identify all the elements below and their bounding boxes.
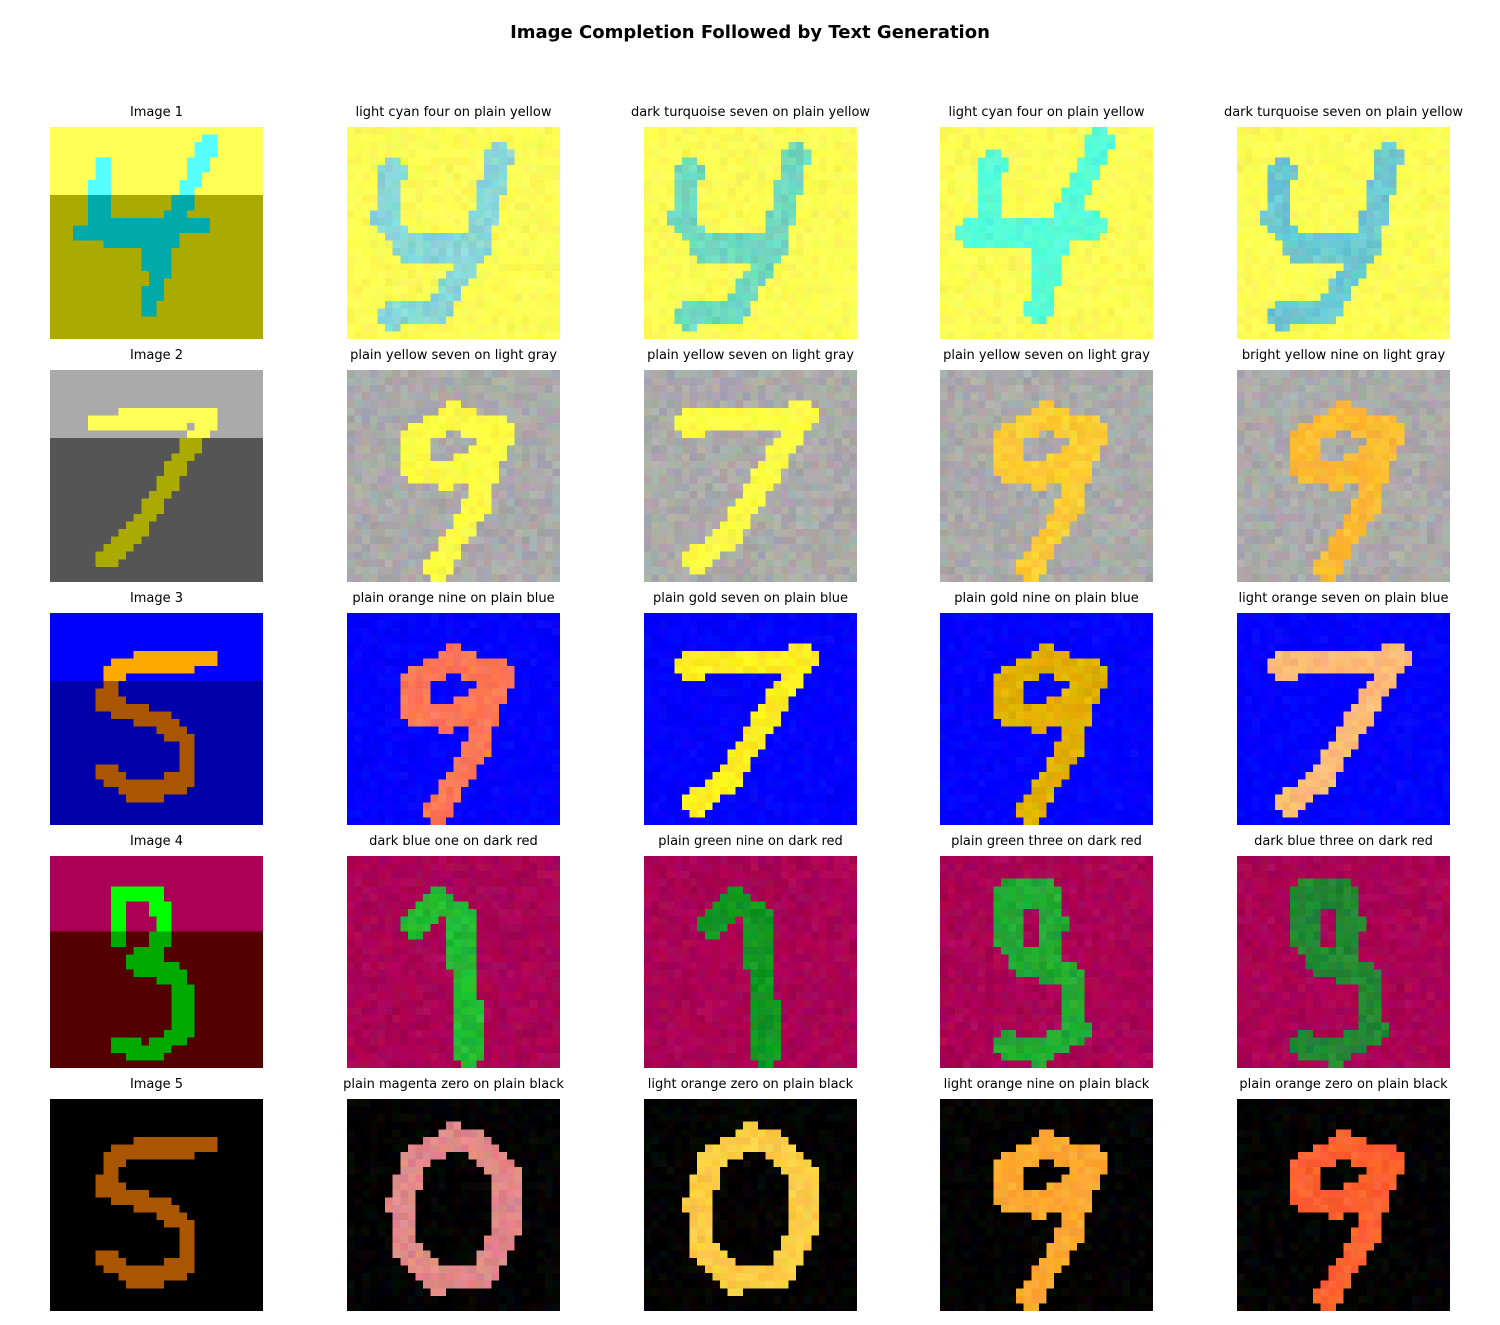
- completed-image: [940, 370, 1153, 582]
- input-image: [50, 370, 263, 582]
- completed-image: [644, 613, 857, 825]
- figure-title: Image Completion Followed by Text Genera…: [510, 22, 990, 43]
- generated-caption: plain yellow seven on light gray: [943, 348, 1150, 363]
- generated-caption: plain orange nine on plain blue: [352, 591, 555, 606]
- completed-image: [1237, 613, 1450, 825]
- completed-image: [347, 856, 560, 1068]
- completed-image: [1237, 127, 1450, 339]
- generated-caption: dark blue one on dark red: [369, 834, 538, 849]
- completed-image: [940, 856, 1153, 1068]
- completed-image: [644, 370, 857, 582]
- input-image-label: Image 2: [129, 348, 184, 363]
- generated-caption: plain gold nine on plain blue: [954, 591, 1139, 606]
- completed-image: [1237, 1099, 1450, 1311]
- generated-caption: light cyan four on plain yellow: [355, 105, 552, 120]
- input-image-label: Image 1: [129, 105, 184, 120]
- completed-image: [1237, 856, 1450, 1068]
- completed-image: [644, 1099, 857, 1311]
- generated-caption: plain magenta zero on plain black: [343, 1077, 564, 1092]
- generated-caption: plain yellow seven on light gray: [350, 348, 557, 363]
- generated-caption: plain green nine on dark red: [658, 834, 843, 849]
- input-image-label: Image 3: [129, 591, 184, 606]
- completed-image: [644, 127, 857, 339]
- completed-image: [347, 1099, 560, 1311]
- completed-image: [347, 370, 560, 582]
- generated-caption: light cyan four on plain yellow: [948, 105, 1145, 120]
- input-image-label: Image 5: [129, 1077, 184, 1092]
- generated-caption: bright yellow nine on light gray: [1241, 348, 1446, 363]
- input-image: [50, 127, 263, 339]
- generated-caption: light orange seven on plain blue: [1238, 591, 1449, 606]
- completed-image: [644, 856, 857, 1068]
- input-image-label: Image 4: [129, 834, 184, 849]
- completed-image: [347, 127, 560, 339]
- generated-caption: dark blue three on dark red: [1254, 834, 1433, 849]
- generated-caption: plain green three on dark red: [951, 834, 1142, 849]
- input-image: [50, 613, 263, 825]
- generated-caption: dark turquoise seven on plain yellow: [630, 105, 871, 120]
- generated-caption: plain gold seven on plain blue: [652, 591, 849, 606]
- input-image: [50, 856, 263, 1068]
- completed-image: [940, 127, 1153, 339]
- completed-image: [1237, 370, 1450, 582]
- input-image: [50, 1099, 263, 1311]
- generated-caption: dark turquoise seven on plain yellow: [1223, 105, 1464, 120]
- generated-caption: plain orange zero on plain black: [1239, 1077, 1448, 1092]
- completed-image: [940, 1099, 1153, 1311]
- completed-image: [940, 613, 1153, 825]
- generated-caption: light orange zero on plain black: [647, 1077, 854, 1092]
- generated-caption: light orange nine on plain black: [943, 1077, 1150, 1092]
- completed-image: [347, 613, 560, 825]
- generated-caption: plain yellow seven on light gray: [647, 348, 854, 363]
